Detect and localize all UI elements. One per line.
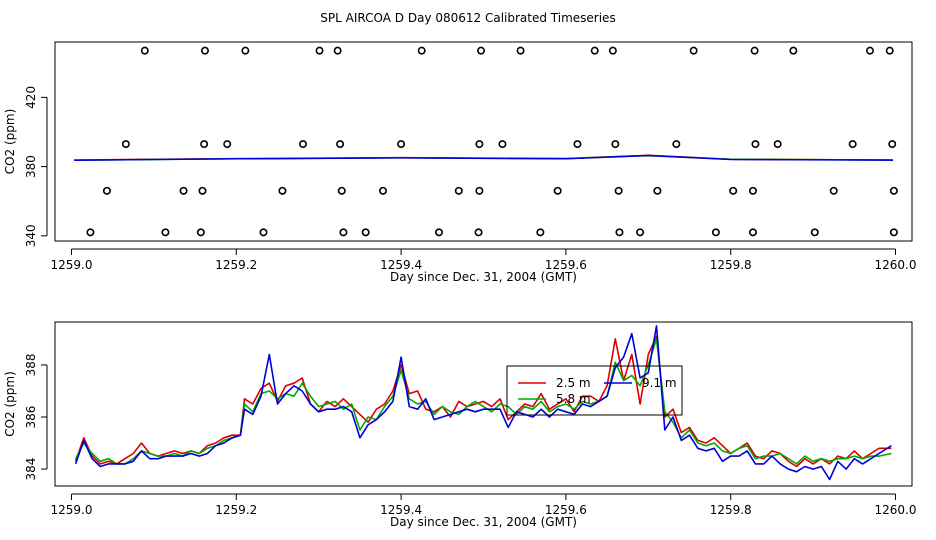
calibration-point (361, 228, 370, 237)
calibration-point (417, 46, 426, 55)
bottom-x-tick-label: 1259.4 (380, 503, 422, 517)
calibration-point (829, 186, 838, 195)
top-x-tick-label: 1259.8 (710, 258, 752, 272)
bottom-x-axis-label: Day since Dec. 31, 2004 (GMT) (390, 515, 577, 529)
top-x-tick-label: 1259.4 (380, 258, 422, 272)
bottom-panel: 1259.0 1259.2 1259.4 1259.6 1259.8 1260.0 Day … (3, 321, 917, 529)
calibration-point (299, 140, 308, 149)
figure-title: SPL AIRCOA D Day 080612 Calibrated Times… (320, 11, 615, 25)
top-x-tick-label: 1259.0 (50, 258, 92, 272)
calibration-point (179, 186, 188, 195)
calibration-point (259, 228, 268, 237)
top-series-line-91m (73, 154, 894, 161)
calibration-point (653, 186, 662, 195)
calibration-point (789, 46, 798, 55)
calibration-point (475, 140, 484, 149)
calibration-point (889, 228, 898, 237)
calibration-point (865, 46, 874, 55)
top-x-tick-label: 1259.2 (215, 258, 257, 272)
calibration-point (498, 140, 507, 149)
top-x-tick-label: 1260.0 (875, 258, 917, 272)
calibration-point (223, 140, 232, 149)
calibration-point (200, 140, 209, 149)
calibration-point (241, 46, 250, 55)
top-x-tick-label: 1259.6 (545, 258, 587, 272)
calibration-point (86, 228, 95, 237)
calibration-point (333, 46, 342, 55)
series-line-25m (74, 335, 892, 468)
calibration-point (888, 140, 897, 149)
calibration-point (435, 228, 444, 237)
calibration-point (198, 186, 207, 195)
legend-box (506, 365, 683, 416)
calibration-point (102, 186, 111, 195)
calibration-point (378, 186, 387, 195)
legend-label: 9.1 m (642, 376, 677, 390)
calibration-point (475, 186, 484, 195)
calibration-point (810, 228, 819, 237)
calibration-point (889, 186, 898, 195)
legend-label: 2.5 m (556, 376, 591, 390)
calibration-point (748, 228, 757, 237)
calibration-point (689, 46, 698, 55)
calibration-point (278, 186, 287, 195)
calibration-point (339, 228, 348, 237)
bottom-y-tick-label: 384 (24, 458, 38, 481)
bottom-y-axis-label: CO2 (ppm) (3, 371, 17, 437)
calibration-point (748, 186, 757, 195)
calibration-point (397, 140, 406, 149)
calibration-point (611, 140, 620, 149)
calibration-point (636, 228, 645, 237)
calibration-point (885, 46, 894, 55)
legend-label: 5.8 m (556, 392, 591, 406)
top-panel: 1259.0 1259.2 1259.4 1259.6 1259.8 1260.0 Day … (3, 41, 917, 284)
calibration-point (711, 228, 720, 237)
calibration-point (751, 140, 760, 149)
calibration-point (615, 228, 624, 237)
calibration-point (773, 140, 782, 149)
calibration-point (337, 186, 346, 195)
legend: 2.5 m 5.8 m 9.1 m (506, 365, 683, 416)
series-line-91m (74, 325, 892, 481)
calibration-point (200, 46, 209, 55)
calibration-point (121, 140, 130, 149)
top-plot-frame (54, 41, 913, 242)
calibration-point (573, 140, 582, 149)
calibration-point (608, 46, 617, 55)
calibration-point (729, 186, 738, 195)
bottom-x-tick-label: 1260.0 (875, 503, 917, 517)
calibration-point (553, 186, 562, 195)
top-y-tick-label: 340 (24, 224, 38, 247)
bottom-y-tick-label: 386 (24, 406, 38, 429)
calibration-point (536, 228, 545, 237)
bottom-plot-frame (54, 321, 913, 487)
calibration-point (454, 186, 463, 195)
calibration-point (315, 46, 324, 55)
calibration-point (848, 140, 857, 149)
top-y-tick-label: 380 (24, 155, 38, 178)
calibration-point (474, 228, 483, 237)
bottom-y-tick-label: 388 (24, 353, 38, 376)
calibration-point (336, 140, 345, 149)
bottom-x-tick-label: 1259.6 (545, 503, 587, 517)
calibration-point (672, 140, 681, 149)
top-y-axis-label: CO2 (ppm) (3, 109, 17, 175)
calibration-point (516, 46, 525, 55)
bottom-x-tick-label: 1259.2 (215, 503, 257, 517)
calibration-point (750, 46, 759, 55)
bottom-x-tick-label: 1259.0 (50, 503, 92, 517)
calibration-point (140, 46, 149, 55)
top-y-tick-label: 420 (24, 86, 38, 109)
calibration-point (161, 228, 170, 237)
calibration-point (477, 46, 486, 55)
bottom-x-tick-label: 1259.8 (710, 503, 752, 517)
calibration-point (590, 46, 599, 55)
top-x-axis-label: Day since Dec. 31, 2004 (GMT) (390, 270, 577, 284)
series-line-58m (74, 338, 892, 465)
calibration-point (614, 186, 623, 195)
calibration-point (196, 228, 205, 237)
